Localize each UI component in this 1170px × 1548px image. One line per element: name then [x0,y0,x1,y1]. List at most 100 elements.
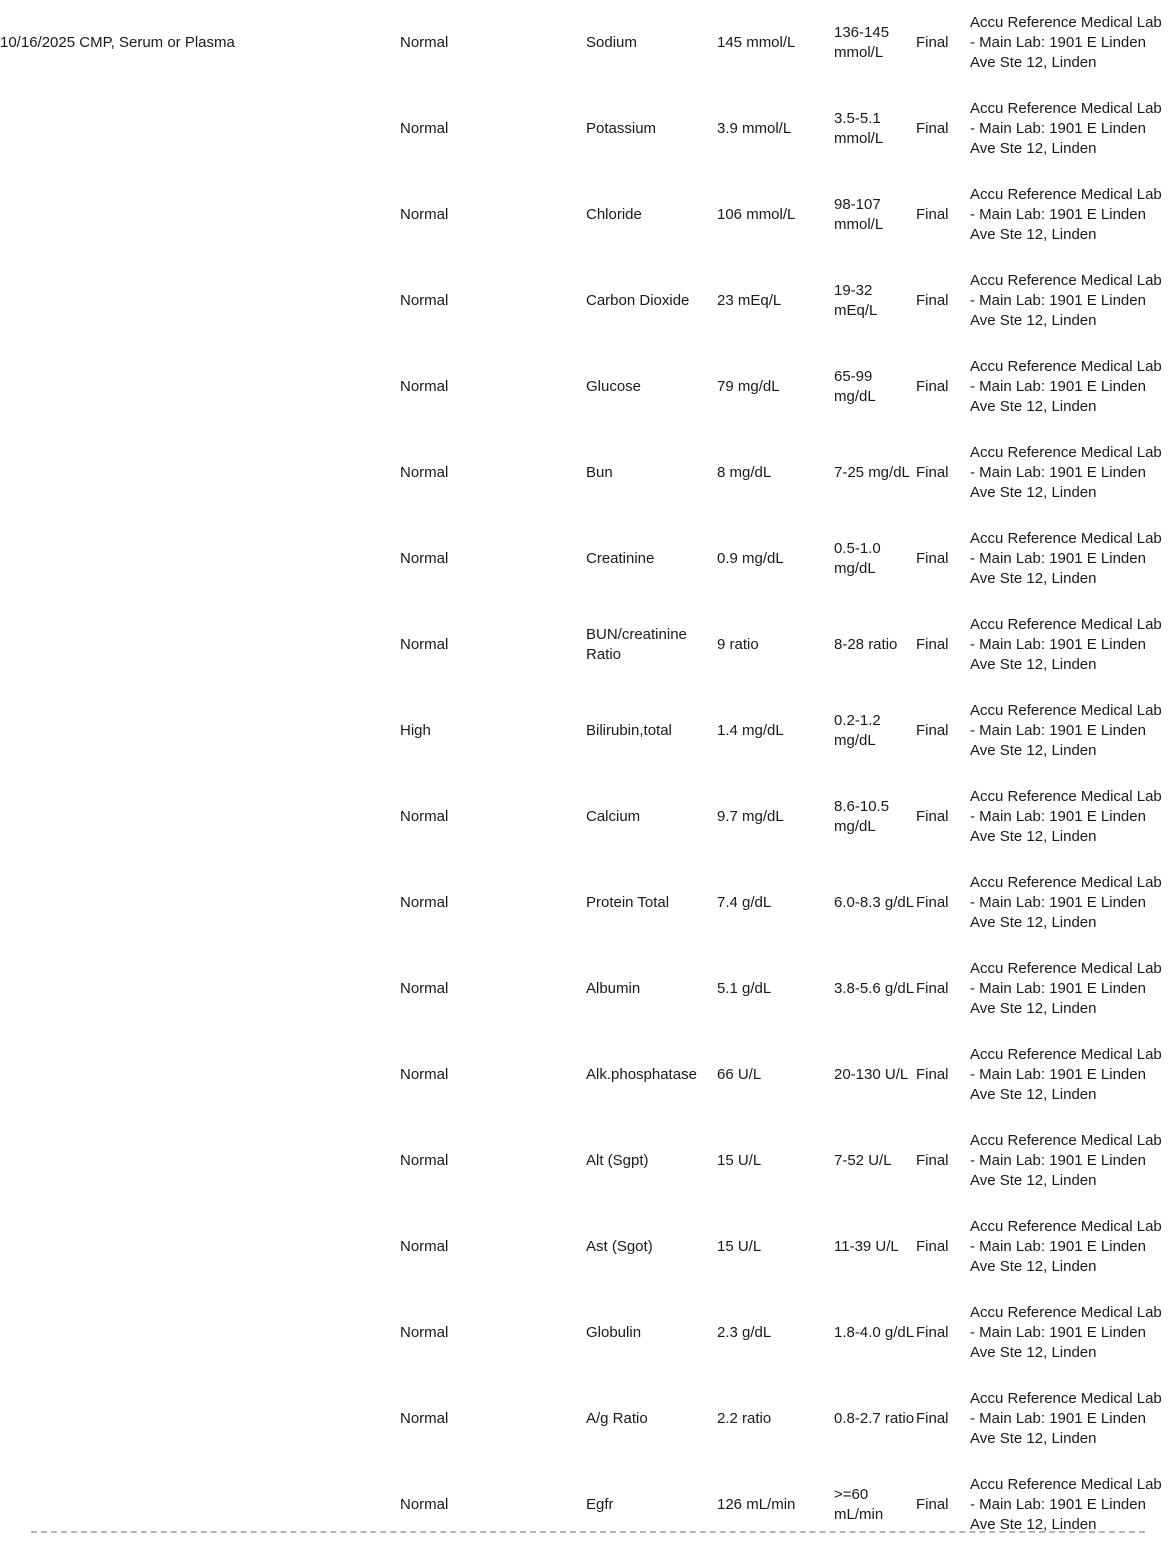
reference-range: 8.6-10.5 mg/dL [834,798,890,835]
performing-lab: Accu Reference Medical Lab - Main Lab: 1… [970,530,1162,587]
result-flag: Normal [400,1238,449,1255]
table-row[interactable]: Normal Egfr 126 mL/min >=60 mL/min Final Accu… [0,1462,1170,1548]
test-name: Calcium [586,808,641,825]
test-name: Carbon Dioxide [586,292,690,309]
result-value: 15 U/L [717,1152,762,1169]
performing-lab: Accu Reference Medical Lab - Main Lab: 1… [970,788,1162,845]
result-status: Final [916,464,949,481]
result-value: 2.2 ratio [717,1410,772,1427]
performing-lab: Accu Reference Medical Lab - Main Lab: 1… [970,186,1162,243]
result-value: 9 ratio [717,636,759,653]
table-row[interactable]: High Bilirubin,total 1.4 mg/dL 0.2-1.2 mg/d… [0,688,1170,774]
performing-lab: Accu Reference Medical Lab - Main Lab: 1… [970,444,1162,501]
panel-label [0,1118,400,1204]
panel-label [0,774,400,860]
panel-label [0,946,400,1032]
panel-label [0,1376,400,1462]
result-flag: Normal [400,1152,449,1169]
performing-lab: Accu Reference Medical Lab - Main Lab: 1… [970,702,1162,759]
reference-range: 7-25 mg/dL [834,464,910,481]
performing-lab: Accu Reference Medical Lab - Main Lab: 1… [970,1390,1162,1447]
test-name: Sodium [586,34,637,51]
reference-range: 20-130 U/L [834,1066,909,1083]
reference-range: 7-52 U/L [834,1152,892,1169]
panel-label [0,688,400,774]
panel-label [0,86,400,172]
reference-range: 19-32 mEq/L [834,282,878,319]
test-name: Protein Total [586,894,670,911]
table-row[interactable]: Normal Calcium 9.7 mg/dL 8.6-10.5 mg/dL Fina… [0,774,1170,860]
reference-range: 1.8-4.0 g/dL [834,1324,915,1341]
result-status: Final [916,120,949,137]
table-row[interactable]: Normal Ast (Sgot) 15 U/L 11-39 U/L Final Accu… [0,1204,1170,1290]
test-name: Ast (Sgot) [586,1238,653,1255]
test-name: Globulin [586,1324,642,1341]
result-flag: Normal [400,464,449,481]
result-status: Final [916,292,949,309]
performing-lab: Accu Reference Medical Lab - Main Lab: 1… [970,1132,1162,1189]
performing-lab: Accu Reference Medical Lab - Main Lab: 1… [970,100,1162,157]
table-row[interactable]: Normal Alk.phosphatase 66 U/L 20-130 U/L Fin… [0,1032,1170,1118]
result-flag: Normal [400,1066,449,1083]
result-value: 79 mg/dL [717,378,780,395]
test-name: Bun [586,464,613,481]
result-value: 15 U/L [717,1238,762,1255]
table-row[interactable]: Normal A/g Ratio 2.2 ratio 0.8-2.7 ratio Fin… [0,1376,1170,1462]
test-name: Potassium [586,120,657,137]
test-name: Albumin [586,980,641,997]
performing-lab: Accu Reference Medical Lab - Main Lab: 1… [970,1304,1162,1361]
result-status: Final [916,1238,949,1255]
result-flag: Normal [400,1324,449,1341]
table-row[interactable]: Normal Chloride 106 mmol/L 98-107 mmol/L Fin… [0,172,1170,258]
table-row[interactable]: Normal Carbon Dioxide 23 mEq/L 19-32 mEq/L F… [0,258,1170,344]
panel-label [0,1290,400,1376]
result-status: Final [916,1496,949,1513]
reference-range: 11-39 U/L [834,1238,899,1255]
result-flag: Normal [400,378,449,395]
result-value: 7.4 g/dL [717,894,772,911]
performing-lab: Accu Reference Medical Lab - Main Lab: 1… [970,960,1162,1017]
reference-range: 136-145 mmol/L [834,24,890,61]
table-row[interactable]: Normal Protein Total 7.4 g/dL 6.0-8.3 g/dL F… [0,860,1170,946]
section-separator [0,1531,1170,1533]
panel-label [0,1462,400,1548]
performing-lab: Accu Reference Medical Lab - Main Lab: 1… [970,1046,1162,1103]
test-name: Alk.phosphatase [586,1066,697,1083]
result-flag: Normal [400,550,449,567]
result-flag: Normal [400,206,449,223]
result-flag: Normal [400,1410,449,1427]
test-name: Egfr [586,1496,614,1513]
performing-lab: Accu Reference Medical Lab - Main Lab: 1… [970,874,1162,931]
table-row[interactable]: Normal Globulin 2.3 g/dL 1.8-4.0 g/dL Final A… [0,1290,1170,1376]
result-value: 9.7 mg/dL [717,808,784,825]
performing-lab: Accu Reference Medical Lab - Main Lab: 1… [970,1476,1162,1533]
result-flag: Normal [400,34,449,51]
table-row[interactable]: Normal Potassium 3.9 mmol/L 3.5-5.1 mmol/L F… [0,86,1170,172]
test-name: Creatinine [586,550,655,567]
result-status: Final [916,808,949,825]
reference-range: 3.8-5.6 g/dL [834,980,915,997]
panel-label [0,1204,400,1290]
test-name: Chloride [586,206,642,223]
table-row[interactable]: Normal Bun 8 mg/dL 7-25 mg/dL Final Accu Refe… [0,430,1170,516]
table-row[interactable]: Normal Alt (Sgpt) 15 U/L 7-52 U/L Final Accu … [0,1118,1170,1204]
result-status: Final [916,550,949,567]
dashed-divider [31,1531,1145,1533]
table-row[interactable]: Normal Creatinine 0.9 mg/dL 0.5-1.0 mg/dL Fi… [0,516,1170,602]
reference-range: 0.8-2.7 ratio [834,1410,915,1427]
result-value: 126 mL/min [717,1496,796,1513]
result-flag: Normal [400,636,449,653]
table-row[interactable]: Normal BUN/creatinine Ratio 9 ratio 8-28 ra… [0,602,1170,688]
result-flag: Normal [400,980,449,997]
test-name: Glucose [586,378,642,395]
performing-lab: Accu Reference Medical Lab - Main Lab: 1… [970,616,1162,673]
test-name: Alt (Sgpt) [586,1152,649,1169]
result-status: Final [916,1152,949,1169]
table-row[interactable]: 10/16/2025 CMP, Serum or Plasma Normal Sod… [0,0,1170,86]
table-row[interactable]: Normal Albumin 5.1 g/dL 3.8-5.6 g/dL Final Ac… [0,946,1170,1032]
table-row[interactable]: Normal Glucose 79 mg/dL 65-99 mg/dL Final Acc… [0,344,1170,430]
result-flag: Normal [400,120,449,137]
result-status: Final [916,378,949,395]
panel-label [0,860,400,946]
test-name: A/g Ratio [586,1410,648,1427]
